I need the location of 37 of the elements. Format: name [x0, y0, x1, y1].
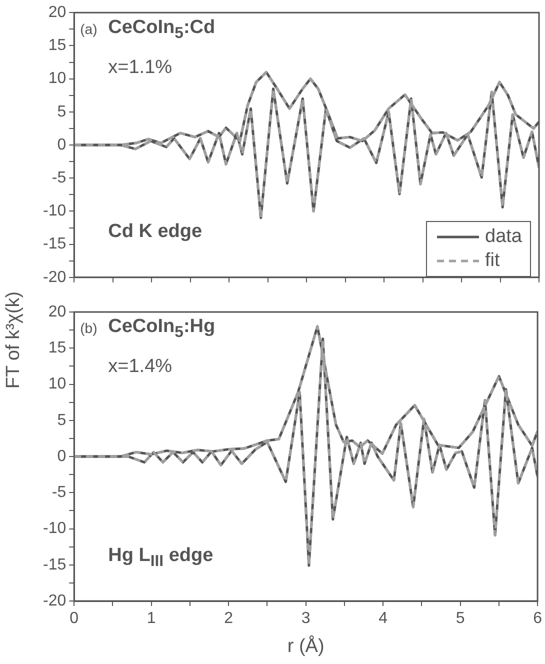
annotation: x=1.4%	[108, 356, 172, 378]
annotation: x=1.1%	[108, 56, 172, 79]
annotation: CeCoIn$_{5}$:Cd	[108, 16, 216, 42]
y-tick-label: -5	[52, 484, 66, 502]
y-tick-label: -15	[43, 236, 66, 253]
y-tick-label: 5	[57, 412, 66, 429]
annotation: (a)	[80, 20, 98, 37]
y-tick-label: -20	[43, 268, 66, 286]
y-tick-label: 10	[48, 376, 66, 393]
y-tick-label: -15	[43, 556, 66, 574]
y-tick-label: 5	[57, 103, 66, 120]
x-tick-label: 5	[456, 610, 465, 628]
annotation: (b)	[80, 320, 98, 336]
annotation: CeCoIn$_{5}$:Hg	[108, 316, 216, 342]
y-tick-label: -5	[52, 170, 66, 187]
x-tick-label: 4	[378, 610, 388, 628]
annotation: Cd K edge	[108, 221, 202, 244]
legend-label: data	[485, 226, 522, 248]
y-tick-label: -10	[43, 202, 66, 220]
x-axis-title: r (Å)	[287, 634, 324, 657]
y-tick-label: -20	[43, 592, 66, 610]
y-tick-label: 20	[48, 4, 66, 22]
y-tick-label: 10	[48, 70, 66, 88]
x-tick-label: 2	[224, 610, 234, 628]
y-tick-label: 20	[48, 303, 66, 320]
annotation: Hg L$_{III}$ edge	[108, 545, 214, 571]
x-tick-label: 6	[533, 610, 542, 628]
x-tick-label: 3	[301, 610, 310, 628]
y-tick-label: 0	[57, 448, 66, 465]
y-tick-label: -10	[43, 520, 66, 538]
y-tick-label: 15	[48, 37, 66, 54]
y-axis-title: FT of k³χ(k)	[3, 291, 25, 389]
x-tick-label: 1	[146, 610, 156, 628]
y-tick-label: 0	[57, 136, 66, 154]
x-tick-label: 0	[70, 610, 79, 628]
y-tick-label: 15	[48, 340, 66, 357]
legend-label: fit	[485, 250, 500, 272]
